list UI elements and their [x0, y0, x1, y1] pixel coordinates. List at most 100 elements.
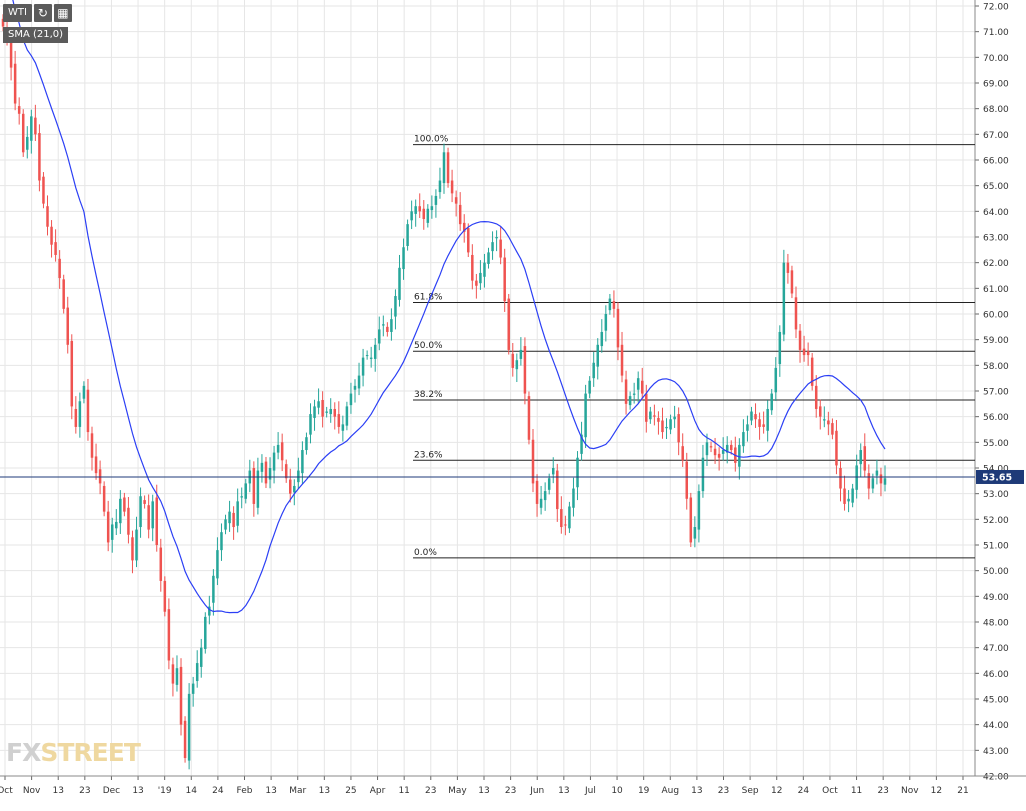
- y-tick-label: 51.00: [983, 542, 1009, 552]
- candle-body: [309, 414, 312, 435]
- candle-body: [349, 393, 353, 406]
- candle-body: [123, 497, 126, 512]
- candle-body: [778, 331, 782, 365]
- candle-body: [798, 330, 802, 350]
- candle-body: [58, 258, 61, 279]
- x-tick-label: 25: [345, 786, 356, 796]
- candle-body: [195, 663, 199, 682]
- current-price-tag: [976, 469, 1024, 484]
- candle-body: [191, 683, 195, 694]
- x-tick-label: 12: [931, 786, 942, 796]
- y-tick-label: 56.00: [983, 413, 1009, 423]
- x-tick-label: Aug: [661, 786, 679, 796]
- y-tick-label: 44.00: [983, 721, 1009, 731]
- candle-body: [721, 450, 725, 454]
- candle-body: [297, 470, 300, 483]
- candle-body: [276, 444, 280, 453]
- fib-level-label: 100.0%: [414, 135, 449, 145]
- candle-body: [483, 262, 486, 277]
- x-tick-label: 23: [79, 786, 90, 796]
- candle-body: [442, 152, 446, 184]
- x-tick-label: Jun: [529, 786, 544, 796]
- x-tick-label: Oct: [0, 786, 13, 796]
- candle-body: [786, 262, 790, 273]
- symbol-label[interactable]: WTI: [3, 4, 32, 22]
- candle-body: [556, 470, 559, 510]
- candle-body: [26, 136, 29, 150]
- candle-body: [272, 452, 276, 471]
- candle-body: [673, 416, 676, 420]
- y-tick-label: 71.00: [983, 28, 1009, 38]
- candle-body: [560, 509, 563, 528]
- candle-body: [21, 113, 25, 153]
- candle-body: [725, 444, 729, 453]
- candle-body: [353, 385, 357, 390]
- candle-body: [284, 464, 288, 479]
- candle-body: [187, 693, 191, 761]
- x-tick-label: 11: [398, 786, 409, 796]
- candle-body: [398, 267, 401, 300]
- candle-body: [264, 461, 268, 484]
- candle-body: [624, 379, 628, 404]
- x-tick-label: 21: [957, 786, 968, 796]
- candle-body: [592, 362, 595, 379]
- sma-indicator-label[interactable]: SMA (21,0): [3, 27, 69, 43]
- candle-body: [503, 257, 506, 302]
- candle-body: [742, 432, 745, 447]
- candle-body: [446, 152, 450, 184]
- x-tick-label: Nov: [901, 786, 919, 796]
- candle-body: [810, 357, 814, 386]
- candle-body: [373, 344, 377, 359]
- candle-body: [770, 393, 773, 411]
- candle-body: [289, 479, 292, 494]
- x-tick-label: 13: [132, 786, 143, 796]
- candle-body: [620, 344, 624, 376]
- candle-body: [665, 426, 668, 429]
- calendar-icon[interactable]: ▦: [53, 4, 72, 22]
- candle-body: [208, 606, 211, 616]
- candle-body: [855, 465, 858, 490]
- candle-body: [418, 206, 421, 212]
- candle-body: [709, 446, 713, 448]
- candle-body: [539, 498, 543, 508]
- y-tick-label: 67.00: [983, 131, 1009, 141]
- refresh-icon[interactable]: ↻: [33, 4, 52, 22]
- x-tick-label: 13: [265, 786, 276, 796]
- candle-body: [361, 357, 365, 376]
- candle-body: [46, 206, 49, 227]
- candle-body: [851, 488, 854, 503]
- candle-body: [746, 424, 749, 431]
- candle-body: [179, 666, 183, 725]
- candle-body: [564, 524, 567, 526]
- candle-body: [511, 353, 515, 368]
- x-tick-label: 13: [319, 786, 330, 796]
- candle-body: [462, 222, 466, 232]
- x-tick-label: 19: [638, 786, 650, 796]
- x-tick-label: 13: [691, 786, 702, 796]
- candle-body: [102, 485, 106, 512]
- candle-body: [30, 116, 33, 141]
- candle-body: [839, 468, 842, 489]
- candle-body: [155, 497, 158, 545]
- candle-body: [240, 496, 243, 498]
- candle-body: [9, 35, 13, 68]
- candle-body: [495, 237, 498, 239]
- candle-body: [827, 420, 830, 425]
- candle-body: [491, 242, 494, 252]
- x-tick-label: 13: [52, 786, 63, 796]
- candle-body: [414, 206, 417, 214]
- candle-body: [523, 346, 527, 394]
- candle-body: [70, 340, 74, 407]
- candle-body: [588, 380, 591, 394]
- y-tick-label: 65.00: [983, 182, 1009, 192]
- candle-body: [256, 470, 260, 508]
- candle-body: [260, 462, 264, 472]
- candle-body: [568, 506, 571, 529]
- candle-body: [386, 326, 389, 332]
- candle-body: [843, 488, 846, 504]
- candle-body: [458, 204, 462, 225]
- candle-body: [515, 360, 519, 370]
- candle-body: [337, 414, 341, 427]
